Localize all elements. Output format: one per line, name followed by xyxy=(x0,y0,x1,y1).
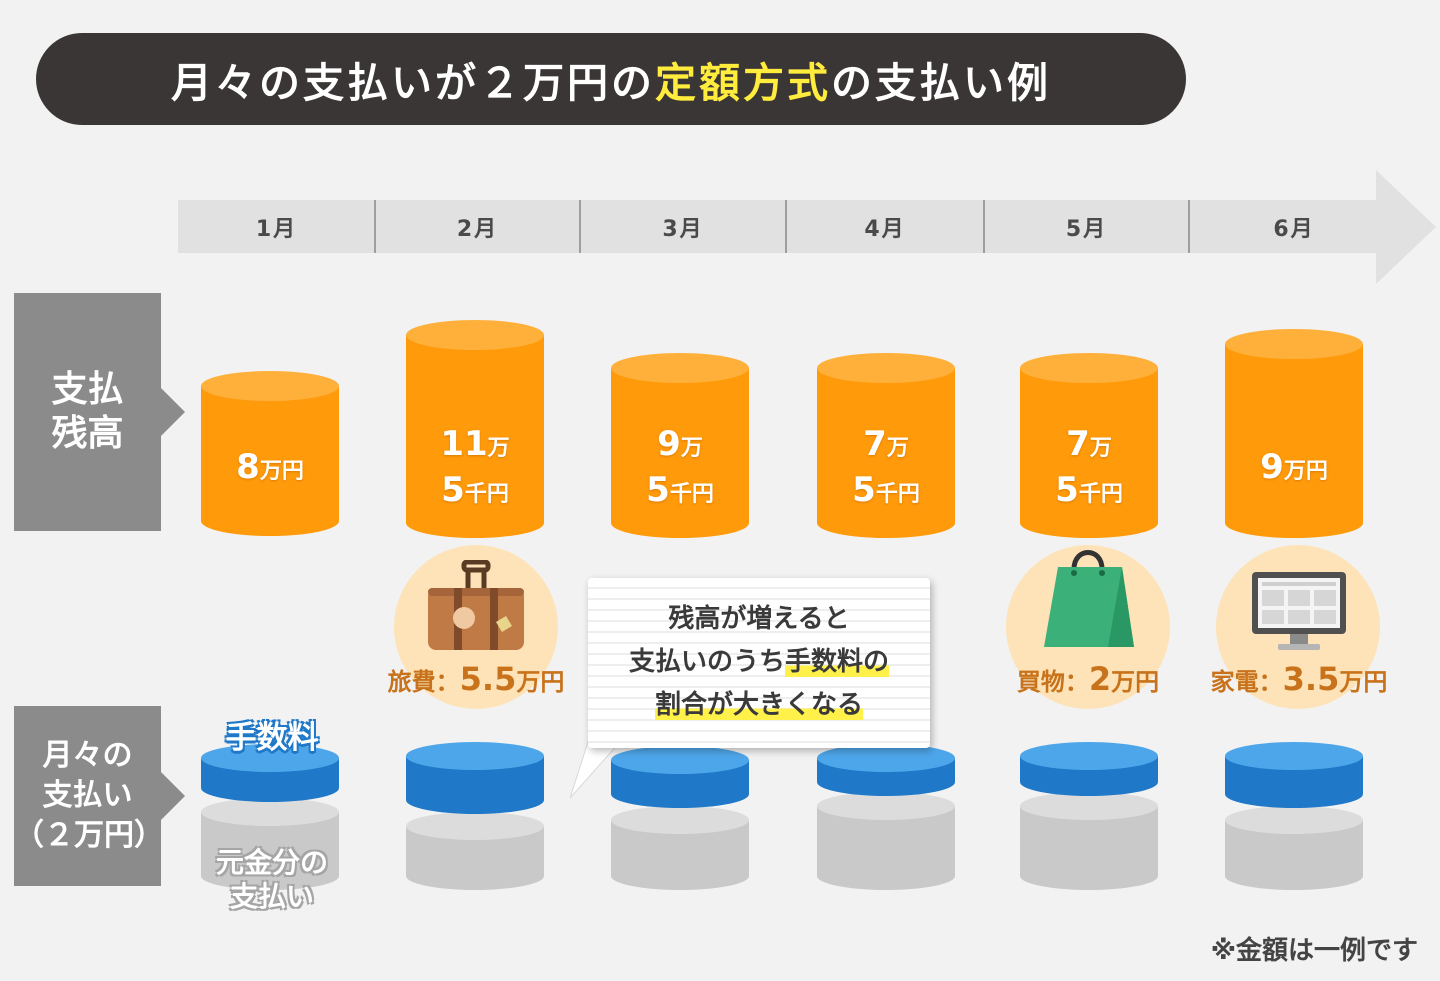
expense-label-appliance: 家電：3.5万円 xyxy=(1194,660,1404,698)
balance-2-big: 11 xyxy=(440,424,488,464)
balance-6-big: 9 xyxy=(1260,447,1284,487)
payment-stack-1 xyxy=(201,744,339,890)
balance-cylinder-2 xyxy=(406,320,544,538)
balance-label-line1: 支払 xyxy=(51,369,124,410)
month-3: 3月 xyxy=(662,216,704,242)
balance-3-big2: 5 xyxy=(646,470,670,510)
balance-4-big: 7 xyxy=(863,424,887,464)
callout-line3-mark: 割合が大きくなる xyxy=(654,690,863,720)
title-part2: の支払い例 xyxy=(831,59,1051,107)
month-4: 4月 xyxy=(864,216,906,242)
balance-cylinder-5 xyxy=(1020,353,1158,538)
balance-4-big2: 5 xyxy=(852,470,876,510)
balance-3-small2: 千円 xyxy=(669,482,714,507)
callout-line2-pre: 支払いのうち xyxy=(628,647,785,677)
suitcase-icon xyxy=(428,560,524,650)
principal-label-line2: 支払い xyxy=(229,880,314,913)
balance-4-small: 万 xyxy=(886,436,909,461)
balance-2-small2: 千円 xyxy=(464,482,509,507)
balance-text-6: 9万円 xyxy=(1225,447,1363,487)
callout-tail xyxy=(570,741,622,799)
balance-text-2: 11万 5千円 xyxy=(406,424,544,516)
fee-label: 手数料 xyxy=(225,720,319,756)
balance-text-1: 8万円 xyxy=(201,447,339,487)
payment-side-label: 月々の支払い （２万円） xyxy=(14,706,185,886)
principal-label-line1: 元金分の xyxy=(215,846,328,879)
balance-3-big: 9 xyxy=(657,424,681,464)
balance-text-4: 7万 5千円 xyxy=(817,424,955,516)
balance-label-line2: 残高 xyxy=(51,413,124,454)
balance-4-small2: 千円 xyxy=(875,482,920,507)
title-bar: 月々の支払いが２万円の 定額方式 の支払い例 xyxy=(36,33,1186,125)
callout-line1: 残高が増えると xyxy=(668,604,850,634)
payment-stack-5 xyxy=(1020,742,1158,890)
shopping-bag-icon xyxy=(1044,550,1134,647)
payment-label-line1: 月々の xyxy=(42,738,133,773)
expense-label-travel: 旅費：5.5万円 xyxy=(376,660,576,698)
expense-shopping-text: 買物： xyxy=(1016,668,1089,696)
expense-shopping-amount: 2 xyxy=(1088,660,1112,698)
principal-label: 元金分の 支払い xyxy=(200,846,344,914)
payment-stack-4 xyxy=(817,744,955,890)
balance-1-small: 万円 xyxy=(259,459,304,484)
expense-travel-amount: 5.5 xyxy=(459,660,517,698)
balance-side-label: 支払 残高 xyxy=(14,293,185,531)
expense-travel-unit: 万円 xyxy=(516,668,565,696)
month-5: 5月 xyxy=(1065,216,1108,242)
expense-appliance-unit: 万円 xyxy=(1339,668,1388,696)
title-highlight: 定額方式 xyxy=(655,59,831,107)
expense-label-shopping: 買物：2万円 xyxy=(996,660,1180,698)
callout-line3: 割合が大きくなる xyxy=(588,684,930,727)
balance-5-big: 7 xyxy=(1066,424,1090,464)
month-1: 1月 xyxy=(255,216,298,242)
balance-5-small2: 千円 xyxy=(1078,482,1123,507)
balance-2-big2: 5 xyxy=(441,470,465,510)
balance-2-small: 万 xyxy=(487,436,510,461)
balance-5-big2: 5 xyxy=(1055,470,1079,510)
expense-travel-text: 旅費： xyxy=(387,668,460,696)
balance-text-5: 7万 5千円 xyxy=(1020,424,1158,516)
balance-1-big: 8 xyxy=(236,447,260,487)
callout-line2-mark: 手数料の xyxy=(785,647,890,677)
balance-3-small: 万 xyxy=(680,436,703,461)
balance-6-small: 万円 xyxy=(1283,459,1328,484)
expense-shopping-unit: 万円 xyxy=(1111,668,1160,696)
payment-stack-2 xyxy=(406,742,544,890)
payment-stack-6 xyxy=(1225,742,1363,890)
payment-stack-3 xyxy=(611,746,749,890)
callout-line2: 支払いのうち手数料の xyxy=(588,641,930,684)
balance-cylinder-1 xyxy=(201,371,339,536)
balance-cylinder-3 xyxy=(611,353,749,538)
payment-label-line3: （２万円） xyxy=(14,818,164,853)
month-6: 6月 xyxy=(1273,216,1315,242)
monitor-icon xyxy=(1252,572,1346,650)
month-2: 2月 xyxy=(456,216,499,242)
balance-5-small: 万 xyxy=(1089,436,1112,461)
balance-cylinder-4 xyxy=(817,353,955,538)
footnote: ※金額は一例です xyxy=(1210,936,1418,966)
expense-appliance-text: 家電： xyxy=(1210,668,1283,696)
balance-text-3: 9万 5千円 xyxy=(611,424,749,516)
title-part1: 月々の支払いが２万円の xyxy=(171,59,655,107)
expense-appliance-amount: 3.5 xyxy=(1282,660,1340,698)
balance-cylinder-6 xyxy=(1225,329,1363,538)
payment-label-line2: 支払い xyxy=(42,778,133,813)
callout-box: 残高が増えると 支払いのうち手数料の 割合が大きくなる xyxy=(588,578,930,748)
